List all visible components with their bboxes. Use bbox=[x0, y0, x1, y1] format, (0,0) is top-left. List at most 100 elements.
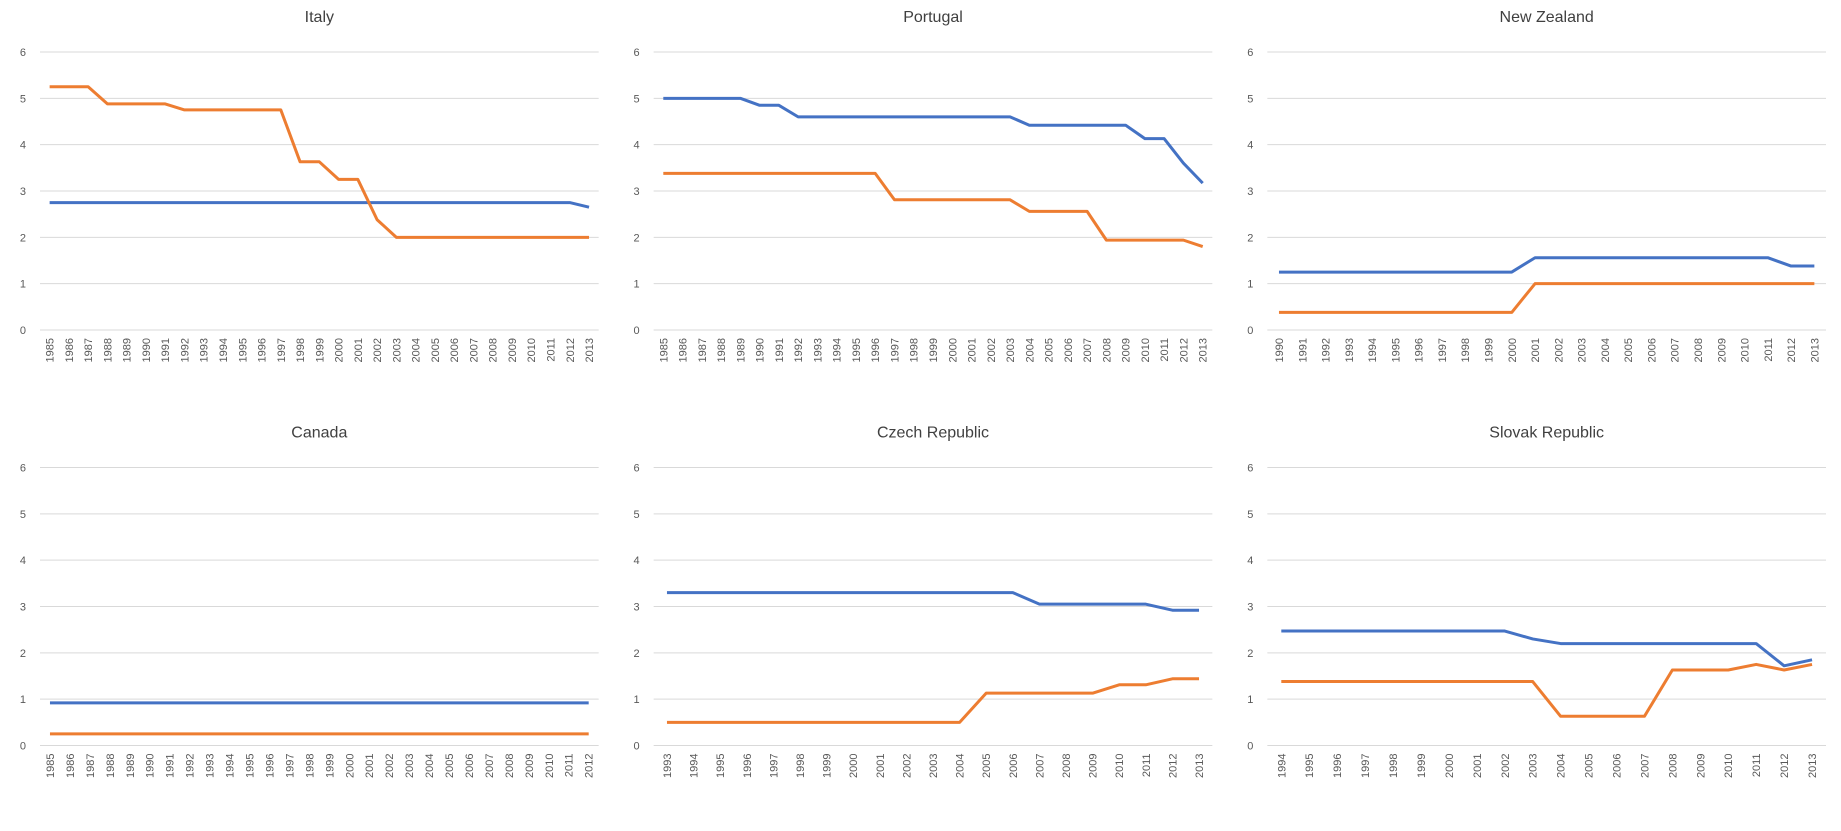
chart-title: Czech Republic bbox=[877, 425, 989, 442]
y-tick-label: 5 bbox=[20, 93, 26, 105]
x-tick-label: 2004 bbox=[424, 754, 436, 778]
y-tick-label: 4 bbox=[634, 555, 640, 567]
x-tick-label: 2012 bbox=[1178, 338, 1190, 362]
data-line bbox=[1281, 629, 1813, 668]
x-tick-label: 1997 bbox=[889, 338, 901, 362]
x-tick-label: 1990 bbox=[1274, 338, 1286, 362]
x-tick-label: 2008 bbox=[1693, 338, 1705, 362]
x-tick-label: 2011 bbox=[564, 754, 576, 778]
chart-title: Slovak Republic bbox=[1489, 425, 1604, 442]
y-tick-label: 0 bbox=[1247, 325, 1253, 337]
x-tick-label: 2013 bbox=[1198, 338, 1210, 362]
x-tick-label: 1999 bbox=[928, 338, 940, 362]
x-tick-label: 2007 bbox=[1639, 754, 1651, 778]
x-tick-label: 2002 bbox=[384, 754, 396, 778]
x-tick-label: 1993 bbox=[662, 754, 674, 778]
y-tick-label: 1 bbox=[20, 694, 26, 706]
x-tick-label: 2006 bbox=[464, 754, 476, 778]
y-tick-label: 3 bbox=[634, 602, 640, 614]
x-tick-label: 2002 bbox=[901, 754, 913, 778]
x-tick-label: 1995 bbox=[237, 338, 249, 362]
x-tick-label: 1995 bbox=[1390, 338, 1402, 362]
x-tick-label: 2007 bbox=[1034, 754, 1046, 778]
x-tick-label: 1992 bbox=[1321, 338, 1333, 362]
x-tick-label: 2001 bbox=[353, 338, 365, 362]
y-tick-label: 6 bbox=[20, 47, 26, 59]
x-tick-label: 1986 bbox=[64, 338, 76, 362]
x-tick-label: 1995 bbox=[1304, 754, 1316, 778]
y-tick-label: 5 bbox=[20, 509, 26, 521]
chart-panel: Canada 0 1 2 3 4 5 6 1985 1986 1987 1988 1989 1990 199… bbox=[20, 425, 599, 778]
y-tick-label: 2 bbox=[20, 648, 26, 660]
y-tick-label: 2 bbox=[1247, 232, 1253, 244]
x-tick-label: 2004 bbox=[1024, 338, 1036, 362]
x-tick-label: 1999 bbox=[1416, 754, 1428, 778]
x-tick-label: 1992 bbox=[185, 754, 197, 778]
x-tick-label: 2002 bbox=[1553, 338, 1565, 362]
x-tick-label: 2013 bbox=[1809, 338, 1821, 362]
x-tick-label: 2003 bbox=[1577, 338, 1589, 362]
x-tick-label: 2002 bbox=[986, 338, 998, 362]
x-tick-label: 1986 bbox=[678, 338, 690, 362]
x-tick-label: 2013 bbox=[1194, 754, 1206, 778]
x-tick-label: 2011 bbox=[1141, 754, 1153, 778]
x-tick-label: 2003 bbox=[404, 754, 416, 778]
x-tick-label: 2009 bbox=[1716, 338, 1728, 362]
y-tick-label: 3 bbox=[20, 602, 26, 614]
x-tick-label: 1993 bbox=[812, 338, 824, 362]
x-tick-label: 2012 bbox=[1779, 754, 1791, 778]
x-tick-label: 2011 bbox=[546, 338, 558, 362]
x-tick-label: 1985 bbox=[45, 754, 57, 778]
x-tick-label: 2012 bbox=[1786, 338, 1798, 362]
x-tick-label: 1998 bbox=[1460, 338, 1472, 362]
x-tick-label: 2008 bbox=[1667, 754, 1679, 778]
x-tick-label: 2007 bbox=[1670, 338, 1682, 362]
x-tick-label: 2006 bbox=[1008, 754, 1020, 778]
x-tick-label: 2001 bbox=[967, 338, 979, 362]
y-tick-label: 5 bbox=[1247, 509, 1253, 521]
x-tick-label: 1996 bbox=[742, 754, 754, 778]
y-tick-label: 4 bbox=[1247, 140, 1253, 152]
x-tick-label: 2008 bbox=[1101, 338, 1113, 362]
y-tick-label: 3 bbox=[634, 186, 640, 198]
y-tick-label: 6 bbox=[634, 463, 640, 475]
x-tick-label: 2001 bbox=[875, 754, 887, 778]
x-tick-label: 2005 bbox=[981, 754, 993, 778]
x-tick-label: 1987 bbox=[83, 338, 95, 362]
x-tick-label: 2010 bbox=[1140, 338, 1152, 362]
data-line bbox=[1278, 282, 1815, 314]
y-tick-label: 3 bbox=[20, 186, 26, 198]
chart-panel: New Zealand 0 1 2 3 4 5 6 1990 1991 1992 1993 1994 19… bbox=[1247, 9, 1826, 362]
x-tick-label: 1997 bbox=[284, 754, 296, 778]
y-tick-label: 6 bbox=[1247, 463, 1253, 475]
x-tick-label: 1990 bbox=[755, 338, 767, 362]
x-tick-label: 1994 bbox=[218, 338, 230, 362]
x-tick-label: 1999 bbox=[1483, 338, 1495, 362]
x-tick-label: 2001 bbox=[364, 754, 376, 778]
x-tick-label: 2005 bbox=[1044, 338, 1056, 362]
x-tick-label: 2013 bbox=[584, 338, 596, 362]
chart-title: Portugal bbox=[903, 9, 963, 26]
y-tick-label: 4 bbox=[1247, 555, 1253, 567]
y-tick-label: 2 bbox=[634, 648, 640, 660]
x-tick-label: 1994 bbox=[1367, 338, 1379, 362]
x-tick-label: 2001 bbox=[1530, 338, 1542, 362]
x-tick-label: 1993 bbox=[205, 754, 217, 778]
x-tick-label: 2012 bbox=[565, 338, 577, 362]
x-tick-label: 2004 bbox=[955, 754, 967, 778]
x-tick-label: 2000 bbox=[1507, 338, 1519, 362]
x-tick-label: 2000 bbox=[848, 754, 860, 778]
x-tick-label: 2003 bbox=[1005, 338, 1017, 362]
x-tick-label: 1996 bbox=[1414, 338, 1426, 362]
x-tick-label: 1996 bbox=[1332, 754, 1344, 778]
x-tick-label: 2005 bbox=[430, 338, 442, 362]
y-tick-label: 2 bbox=[1247, 648, 1253, 660]
y-tick-label: 1 bbox=[20, 279, 26, 291]
x-tick-label: 2003 bbox=[391, 338, 403, 362]
x-tick-label: 2005 bbox=[1623, 338, 1635, 362]
data-line bbox=[1281, 662, 1813, 718]
x-tick-label: 1988 bbox=[102, 338, 114, 362]
y-tick-label: 5 bbox=[634, 93, 640, 105]
y-tick-label: 4 bbox=[20, 140, 26, 152]
x-tick-label: 1992 bbox=[793, 338, 805, 362]
